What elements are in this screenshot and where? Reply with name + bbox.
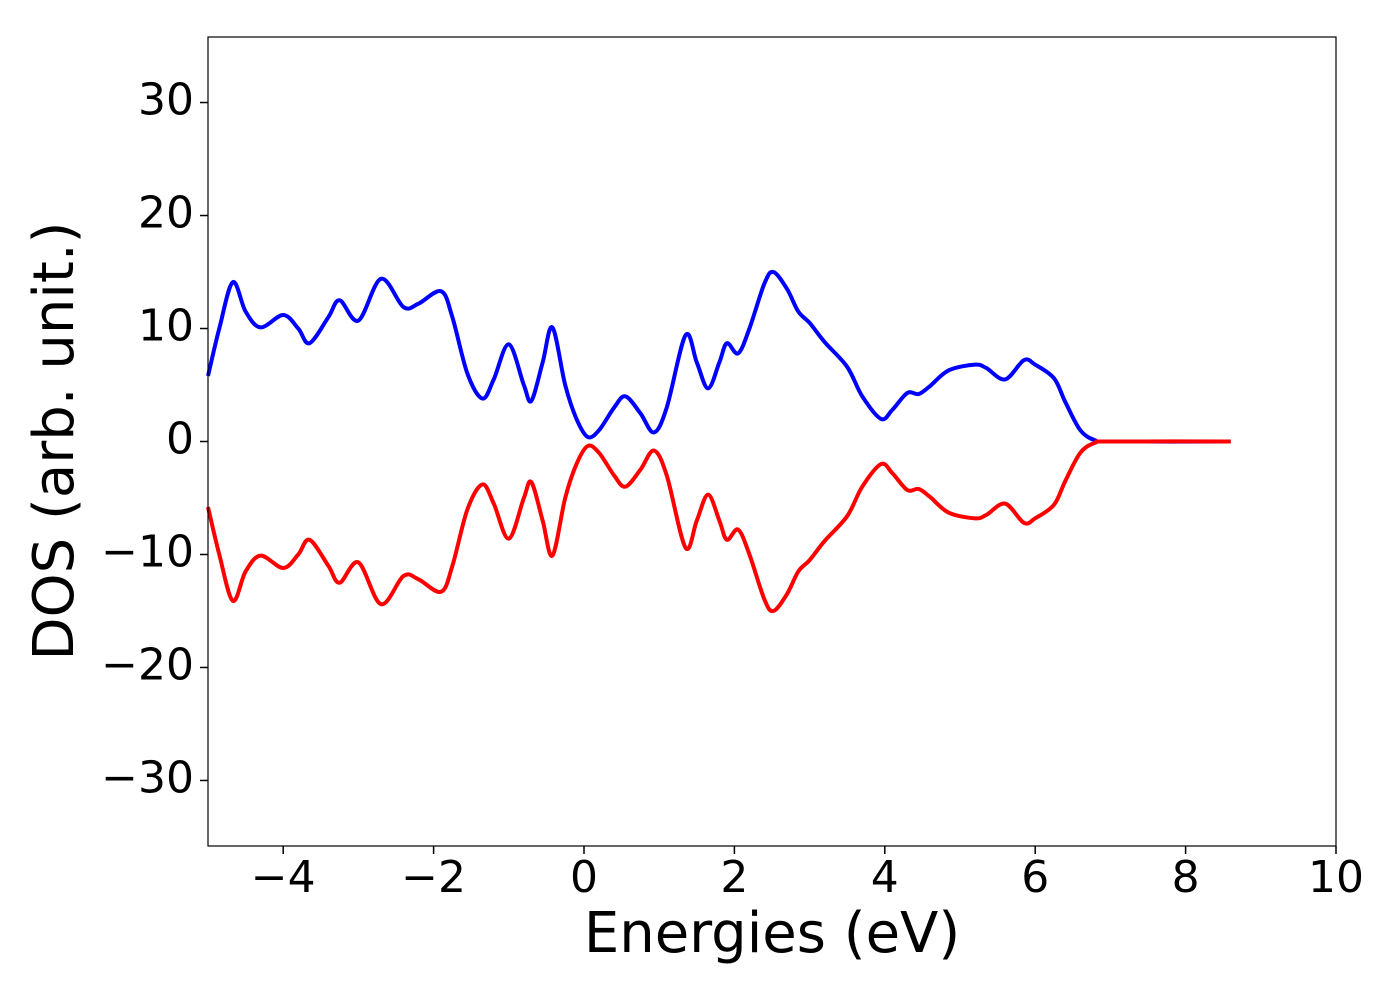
x-tick-label: 8: [1172, 852, 1200, 903]
y-tick-label: 20: [138, 188, 194, 239]
x-tick-label: −4: [251, 852, 316, 903]
y-tick-label: 0: [166, 414, 194, 465]
x-axis-label: Energies (eV): [584, 901, 960, 966]
x-tick-label: 0: [570, 852, 598, 903]
series-line: [206, 439, 1231, 614]
y-tick-label: −20: [101, 639, 194, 690]
x-tick-label: 4: [871, 852, 899, 903]
y-tick-label: 10: [138, 301, 194, 352]
y-tick-label: −30: [101, 752, 194, 803]
y-tick-label: 30: [138, 75, 194, 126]
x-tick-label: 10: [1308, 852, 1364, 903]
x-tick-label: 2: [720, 852, 748, 903]
x-tick-label: 6: [1021, 852, 1049, 903]
y-axis-label: DOS (arb. unit.): [22, 221, 87, 660]
y-tick-label: −10: [101, 526, 194, 577]
series-line: [206, 269, 1231, 444]
x-tick-label: −2: [401, 852, 466, 903]
plot-frame: [207, 36, 1337, 847]
